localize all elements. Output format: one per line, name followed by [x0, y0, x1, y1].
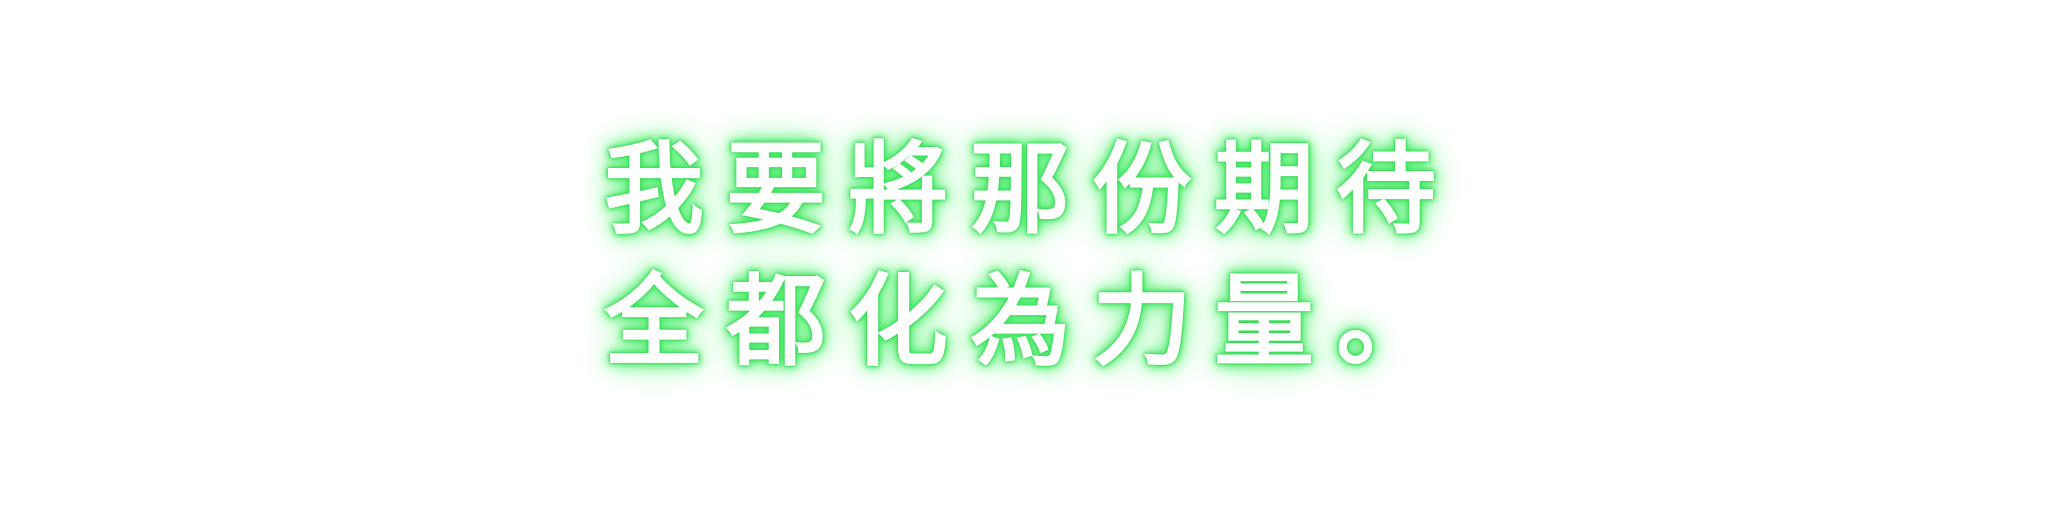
subtitle-caption: 我要將那份期待 全都化為力量。	[604, 130, 1504, 400]
caption-line-1: 我要將那份期待	[604, 131, 1458, 248]
caption-line-2: 全都化為力量。	[604, 263, 1458, 380]
